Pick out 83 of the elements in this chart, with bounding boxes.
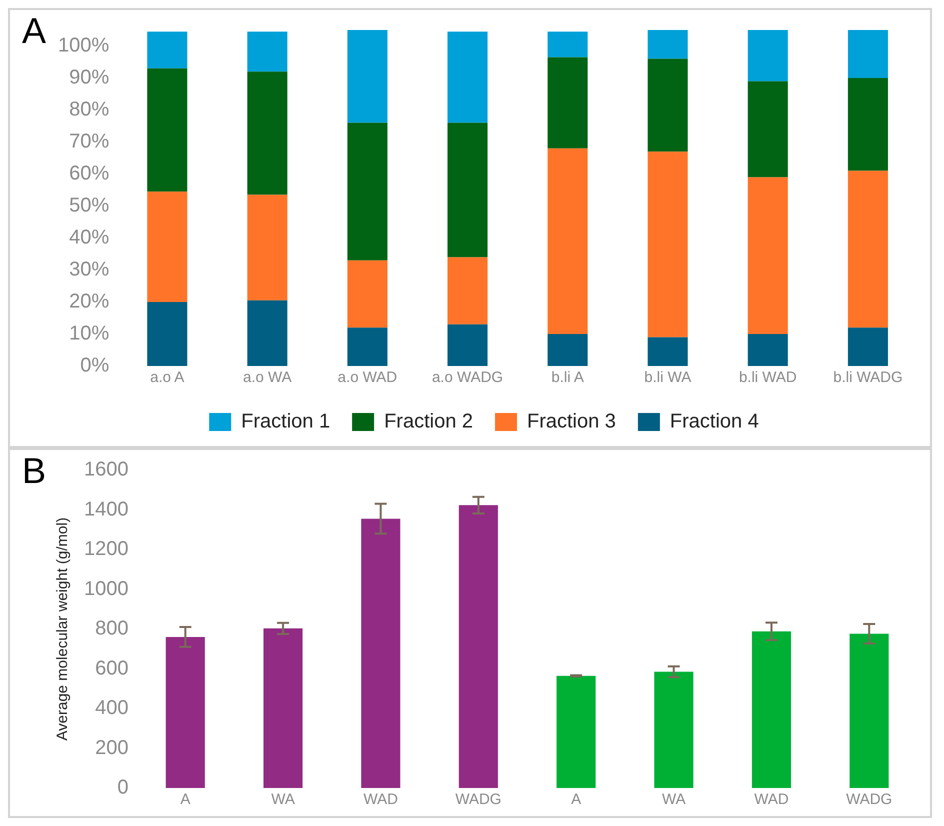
text: A: [22, 10, 46, 52]
y-tick-label: 600: [95, 657, 128, 680]
bar: [263, 628, 303, 788]
bar: [848, 328, 888, 366]
bar: [166, 636, 205, 788]
bar: [347, 260, 388, 328]
x-tick-label: A: [571, 791, 582, 808]
y-tick-label: 60%: [69, 162, 110, 185]
bar: [247, 300, 288, 366]
x-tick-label: WA: [271, 791, 295, 808]
x-tick-label: b.li WADG: [833, 369, 903, 386]
y-tick-label: 10%: [69, 322, 110, 345]
bar: [848, 78, 888, 171]
x-tick-label: WADG: [455, 791, 502, 808]
y-tick-label: 20%: [69, 290, 110, 313]
y-tick-label: 400: [95, 697, 128, 720]
bar: [347, 30, 388, 123]
y-tick-label: 0%: [80, 354, 110, 377]
y-tick-label: 40%: [69, 226, 110, 249]
y-tick-label: 80%: [69, 98, 110, 121]
y-tick-label: 200: [95, 736, 128, 759]
x-tick-label: WADG: [846, 791, 892, 808]
bar: [556, 676, 596, 788]
x-tick-label: b.li WA: [644, 369, 692, 386]
x-tick-label: A: [180, 791, 190, 808]
bar: [748, 81, 788, 178]
bar: [458, 505, 498, 788]
x-tick-label: a.o WADG: [432, 369, 504, 386]
legend-label: Fraction 3: [527, 410, 616, 433]
x-tick-label: b.li A: [551, 369, 584, 386]
text: B: [22, 450, 46, 492]
y-tick-label: 100%: [58, 34, 110, 57]
legend-label: Fraction 2: [384, 410, 474, 433]
y-tick-label: 1200: [84, 538, 128, 560]
bar: [147, 32, 188, 68]
bar: [648, 30, 688, 59]
y-tick-label: 1600: [84, 458, 128, 481]
bar: [548, 334, 588, 366]
legend-label: Fraction 4: [670, 410, 759, 433]
bar: [247, 194, 288, 300]
bar: [548, 57, 588, 148]
y-tick-label: 30%: [69, 258, 110, 281]
bar: [347, 328, 388, 366]
y-tick-label: 50%: [69, 194, 110, 217]
legend-label: Fraction 1: [241, 410, 330, 433]
y-tick-label: 800: [95, 618, 128, 640]
bar: [848, 30, 888, 78]
y-tick-label: 1400: [84, 498, 128, 520]
bar: [548, 148, 588, 334]
bar: [850, 634, 889, 788]
y-axis-title: Average molecular weight (g/mol): [54, 517, 72, 741]
y-tick-label: 90%: [69, 66, 110, 89]
bar: [448, 324, 488, 366]
bar: [448, 122, 488, 258]
bar: [648, 337, 688, 366]
bar: [654, 672, 694, 788]
bar: [848, 170, 888, 328]
bar: [147, 68, 188, 192]
x-tick-label: a.o WAD: [338, 369, 398, 386]
bar: [347, 122, 388, 260]
bar: [748, 177, 788, 334]
bar: [748, 334, 788, 366]
bar: [648, 58, 688, 152]
x-tick-label: b.li WAD: [738, 369, 797, 386]
bar: [147, 302, 188, 366]
y-tick-label: 0: [117, 776, 128, 799]
x-tick-label: WA: [662, 791, 686, 808]
y-tick-label: 70%: [69, 130, 110, 153]
bar: [748, 30, 788, 82]
y-tick-label: 1000: [84, 578, 128, 600]
bar: [752, 631, 792, 788]
bar: [247, 72, 288, 195]
x-tick-label: WAD: [363, 791, 398, 808]
bar: [448, 257, 488, 324]
bar: [361, 518, 400, 788]
bar: [548, 32, 588, 58]
x-tick-label: WAD: [754, 791, 789, 808]
bar: [648, 152, 688, 338]
x-tick-label: a.o A: [150, 369, 184, 386]
x-tick-label: a.o WA: [242, 369, 292, 386]
bar: [448, 32, 488, 123]
bar: [147, 192, 188, 302]
bar: [247, 32, 288, 72]
